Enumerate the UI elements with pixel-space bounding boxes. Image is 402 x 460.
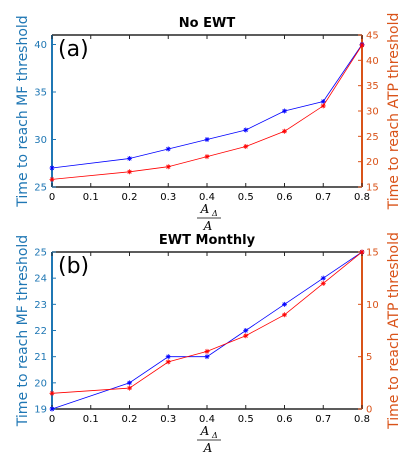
x-tick-label: 0 xyxy=(49,192,55,203)
data-point-atp xyxy=(243,333,249,339)
data-point-mf xyxy=(204,354,210,360)
data-point-atp xyxy=(359,42,365,48)
x-tick-label: 0.5 xyxy=(238,414,254,425)
x-label-subscript: Δ xyxy=(211,209,218,218)
y-right-tick-label: 25 xyxy=(366,132,379,143)
y-right-tick-label: 40 xyxy=(366,56,379,67)
data-point-mf xyxy=(204,137,210,142)
panel-label: (b) xyxy=(58,254,89,279)
y-left-tick-label: 19 xyxy=(34,405,47,416)
data-point-atp xyxy=(204,348,210,354)
y-left-tick-label: 30 xyxy=(34,135,47,146)
y-axis-right-label: Time to reach ATP threshold xyxy=(386,232,402,430)
y-right-tick-label: 35 xyxy=(366,81,379,92)
x-tick-label: 0.4 xyxy=(199,192,215,203)
y-axis-left-label: Time to reach MF threshold xyxy=(15,235,31,427)
y-right-tick-label: 15 xyxy=(366,248,379,259)
data-point-atp xyxy=(127,169,132,175)
y-left-tick-label: 25 xyxy=(34,183,47,194)
data-point-atp xyxy=(243,143,249,149)
data-point-atp xyxy=(282,312,287,318)
y-left-tick-label: 24 xyxy=(34,274,47,285)
x-axis-label: A ΔA xyxy=(197,202,221,233)
data-point-mf xyxy=(165,354,171,360)
data-point-mf xyxy=(320,99,326,104)
data-point-mf xyxy=(49,165,55,171)
y-right-tick-label: 30 xyxy=(366,107,379,118)
y-left-tick-label: 22 xyxy=(34,326,47,337)
x-label-denominator: A xyxy=(203,441,213,455)
data-point-atp xyxy=(165,359,171,365)
y-right-tick-label: 10 xyxy=(366,300,379,311)
x-tick-label: 0.3 xyxy=(160,414,176,425)
x-axis-label: A ΔA xyxy=(197,424,221,455)
data-point-mf xyxy=(49,406,55,412)
data-point-atp xyxy=(49,390,55,396)
series-line-atp xyxy=(51,44,363,180)
x-label-denominator: A xyxy=(203,219,213,233)
x-label-numerator: A xyxy=(200,424,210,438)
x-tick-label: 0.5 xyxy=(238,192,254,203)
chart-title: EWT Monthly xyxy=(159,233,256,248)
data-point-atp xyxy=(127,385,132,391)
x-label-numerator: A xyxy=(200,202,210,216)
y-axis-right-label: Time to reach ATP threshold xyxy=(386,13,402,211)
series-line-atp xyxy=(51,251,363,394)
data-point-mf xyxy=(282,301,287,307)
y-left-tick-label: 21 xyxy=(34,352,47,363)
x-tick-label: 0.2 xyxy=(122,414,138,425)
data-point-mf xyxy=(243,127,249,133)
y-right-tick-label: 5 xyxy=(366,352,372,363)
x-tick-label: 0.4 xyxy=(199,414,215,425)
data-point-mf xyxy=(127,156,132,161)
data-point-atp xyxy=(282,128,287,134)
x-tick-label: 0.6 xyxy=(277,414,293,425)
x-tick-label: 0.1 xyxy=(83,414,99,425)
data-point-mf xyxy=(127,380,132,386)
data-point-mf xyxy=(165,146,171,152)
x-label-subscript: Δ xyxy=(211,431,218,440)
y-right-tick-label: 20 xyxy=(366,157,379,168)
y-right-tick-label: 0 xyxy=(366,405,372,416)
series-line-mf xyxy=(51,251,363,410)
data-point-atp xyxy=(359,249,365,255)
series-line-mf xyxy=(51,44,363,169)
data-point-mf xyxy=(320,275,326,281)
y-right-tick-label: 45 xyxy=(366,31,379,42)
y-axis-left-label: Time to reach MF threshold xyxy=(15,15,31,207)
y-left-tick-label: 25 xyxy=(34,248,47,259)
panel-label: (a) xyxy=(58,37,89,62)
data-point-atp xyxy=(320,103,326,109)
data-point-atp xyxy=(204,154,210,160)
x-tick-label: 0 xyxy=(49,414,55,425)
x-tick-label: 0.6 xyxy=(277,192,293,203)
data-point-mf xyxy=(282,108,287,114)
data-point-mf xyxy=(243,328,249,333)
x-tick-label: 0.8 xyxy=(354,414,370,425)
x-tick-label: 0.7 xyxy=(315,414,331,425)
y-left-tick-label: 20 xyxy=(34,378,47,389)
x-tick-label: 0.8 xyxy=(354,192,370,203)
data-point-atp xyxy=(320,280,326,286)
y-left-tick-label: 23 xyxy=(34,300,47,311)
y-left-tick-label: 35 xyxy=(34,88,47,99)
x-tick-label: 0.3 xyxy=(160,192,176,203)
x-tick-label: 0.7 xyxy=(315,192,331,203)
panel-b: EWT Monthly 0 0.1 0.2 0.3 0.4 0.5 0.6 0.7 0.8 19 20… xyxy=(15,232,402,455)
y-right-tick-label: 15 xyxy=(366,183,379,194)
x-tick-label: 0.2 xyxy=(122,192,138,203)
data-point-atp xyxy=(165,164,171,170)
data-point-atp xyxy=(49,176,55,182)
panel-a: No EWT 0 0.1 0.2 0.3 0.4 0.5 0.6 0.7 0.8 25 30 35 40 1… xyxy=(15,13,402,233)
x-tick-label: 0.1 xyxy=(83,192,99,203)
y-left-tick-label: 40 xyxy=(34,40,47,51)
chart-title: No EWT xyxy=(179,16,236,31)
